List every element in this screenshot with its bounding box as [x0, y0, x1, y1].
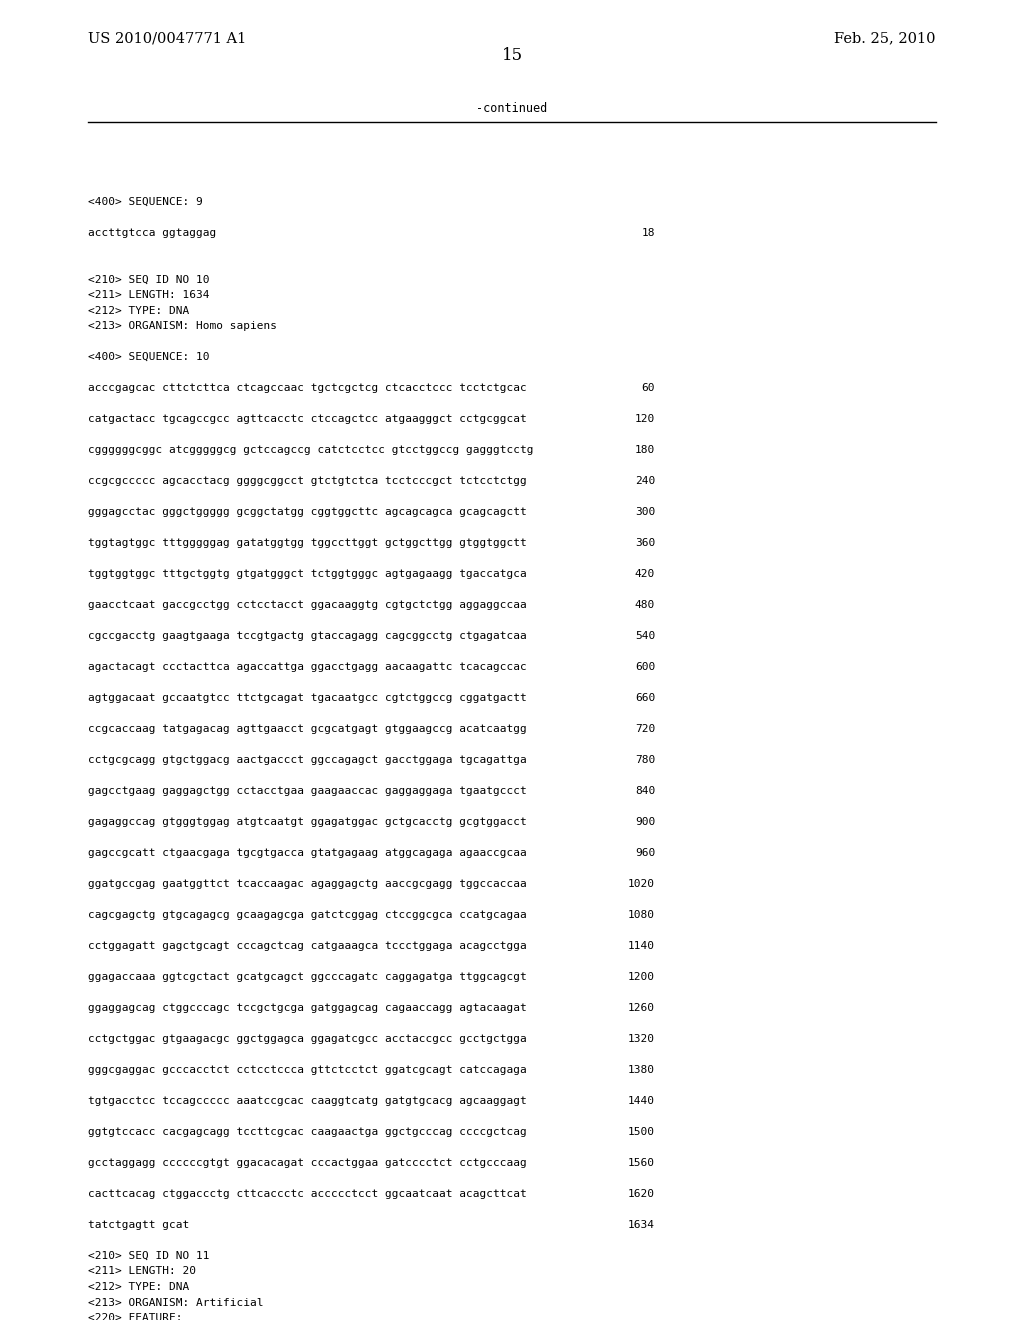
Text: <400> SEQUENCE: 9: <400> SEQUENCE: 9 [88, 197, 203, 207]
Text: 120: 120 [635, 414, 655, 424]
Text: <400> SEQUENCE: 10: <400> SEQUENCE: 10 [88, 352, 210, 362]
Text: 1440: 1440 [628, 1096, 655, 1106]
Text: 420: 420 [635, 569, 655, 579]
Text: 18: 18 [641, 228, 655, 238]
Text: ggtgtccacc cacgagcagg tccttcgcac caagaactga ggctgcccag ccccgctcag: ggtgtccacc cacgagcagg tccttcgcac caagaac… [88, 1127, 526, 1137]
Text: 840: 840 [635, 785, 655, 796]
Text: <213> ORGANISM: Artificial: <213> ORGANISM: Artificial [88, 1298, 263, 1308]
Text: tatctgagtt gcat: tatctgagtt gcat [88, 1220, 189, 1230]
Text: tgtgacctcc tccagccccc aaatccgcac caaggtcatg gatgtgcacg agcaaggagt: tgtgacctcc tccagccccc aaatccgcac caaggtc… [88, 1096, 526, 1106]
Text: 1380: 1380 [628, 1065, 655, 1074]
Text: cggggggcggc atcgggggcg gctccagccg catctcctcc gtcctggccg gagggtcctg: cggggggcggc atcgggggcg gctccagccg catctc… [88, 445, 534, 455]
Text: <220> FEATURE:: <220> FEATURE: [88, 1313, 182, 1320]
Text: tggtggtggc tttgctggtg gtgatgggct tctggtgggc agtgagaagg tgaccatgca: tggtggtggc tttgctggtg gtgatgggct tctggtg… [88, 569, 526, 579]
Text: 1080: 1080 [628, 909, 655, 920]
Text: gggagcctac gggctggggg gcggctatgg cggtggcttc agcagcagca gcagcagctt: gggagcctac gggctggggg gcggctatgg cggtggc… [88, 507, 526, 517]
Text: cgccgacctg gaagtgaaga tccgtgactg gtaccagagg cagcggcctg ctgagatcaa: cgccgacctg gaagtgaaga tccgtgactg gtaccag… [88, 631, 526, 642]
Text: ggagaccaaa ggtcgctact gcatgcagct ggcccagatc caggagatga ttggcagcgt: ggagaccaaa ggtcgctact gcatgcagct ggcccag… [88, 972, 526, 982]
Text: 240: 240 [635, 477, 655, 486]
Text: <210> SEQ ID NO 11: <210> SEQ ID NO 11 [88, 1251, 210, 1261]
Text: 180: 180 [635, 445, 655, 455]
Text: ccgcgccccc agcacctacg ggggcggcct gtctgtctca tcctcccgct tctcctctgg: ccgcgccccc agcacctacg ggggcggcct gtctgtc… [88, 477, 526, 486]
Text: 1020: 1020 [628, 879, 655, 888]
Text: ccgcaccaag tatgagacag agttgaacct gcgcatgagt gtggaagccg acatcaatgg: ccgcaccaag tatgagacag agttgaacct gcgcatg… [88, 723, 526, 734]
Text: tggtagtggc tttgggggag gatatggtgg tggccttggt gctggcttgg gtggtggctt: tggtagtggc tttgggggag gatatggtgg tggcctt… [88, 539, 526, 548]
Text: 1260: 1260 [628, 1003, 655, 1012]
Text: 780: 780 [635, 755, 655, 766]
Text: <213> ORGANISM: Homo sapiens: <213> ORGANISM: Homo sapiens [88, 321, 278, 331]
Text: accttgtcca ggtaggag: accttgtcca ggtaggag [88, 228, 216, 238]
Text: <210> SEQ ID NO 10: <210> SEQ ID NO 10 [88, 275, 210, 285]
Text: gagccgcatt ctgaacgaga tgcgtgacca gtatgagaag atggcagaga agaaccgcaa: gagccgcatt ctgaacgaga tgcgtgacca gtatgag… [88, 847, 526, 858]
Text: <211> LENGTH: 20: <211> LENGTH: 20 [88, 1266, 196, 1276]
Text: <212> TYPE: DNA: <212> TYPE: DNA [88, 1282, 189, 1292]
Text: 300: 300 [635, 507, 655, 517]
Text: 1500: 1500 [628, 1127, 655, 1137]
Text: agtggacaat gccaatgtcc ttctgcagat tgacaatgcc cgtctggccg cggatgactt: agtggacaat gccaatgtcc ttctgcagat tgacaat… [88, 693, 526, 704]
Text: Feb. 25, 2010: Feb. 25, 2010 [835, 30, 936, 45]
Text: 900: 900 [635, 817, 655, 828]
Text: 540: 540 [635, 631, 655, 642]
Text: 1634: 1634 [628, 1220, 655, 1230]
Text: catgactacc tgcagccgcc agttcacctc ctccagctcc atgaagggct cctgcggcat: catgactacc tgcagccgcc agttcacctc ctccagc… [88, 414, 526, 424]
Text: ggatgccgag gaatggttct tcaccaagac agaggagctg aaccgcgagg tggccaccaa: ggatgccgag gaatggttct tcaccaagac agaggag… [88, 879, 526, 888]
Text: 720: 720 [635, 723, 655, 734]
Text: 360: 360 [635, 539, 655, 548]
Text: 1320: 1320 [628, 1034, 655, 1044]
Text: gagcctgaag gaggagctgg cctacctgaa gaagaaccac gaggaggaga tgaatgccct: gagcctgaag gaggagctgg cctacctgaa gaagaac… [88, 785, 526, 796]
Text: agactacagt ccctacttca agaccattga ggacctgagg aacaagattc tcacagccac: agactacagt ccctacttca agaccattga ggacctg… [88, 663, 526, 672]
Text: 1200: 1200 [628, 972, 655, 982]
Text: 480: 480 [635, 601, 655, 610]
Text: cctgctggac gtgaagacgc ggctggagca ggagatcgcc acctaccgcc gcctgctgga: cctgctggac gtgaagacgc ggctggagca ggagatc… [88, 1034, 526, 1044]
Text: 600: 600 [635, 663, 655, 672]
Text: gggcgaggac gcccacctct cctcctccca gttctcctct ggatcgcagt catccagaga: gggcgaggac gcccacctct cctcctccca gttctcc… [88, 1065, 526, 1074]
Text: 60: 60 [641, 383, 655, 393]
Text: -continued: -continued [476, 102, 548, 115]
Text: cctgcgcagg gtgctggacg aactgaccct ggccagagct gacctggaga tgcagattga: cctgcgcagg gtgctggacg aactgaccct ggccaga… [88, 755, 526, 766]
Text: gaacctcaat gaccgcctgg cctcctacct ggacaaggtg cgtgctctgg aggaggccaa: gaacctcaat gaccgcctgg cctcctacct ggacaag… [88, 601, 526, 610]
Text: acccgagcac cttctcttca ctcagccaac tgctcgctcg ctcacctccc tcctctgcac: acccgagcac cttctcttca ctcagccaac tgctcgc… [88, 383, 526, 393]
Text: <211> LENGTH: 1634: <211> LENGTH: 1634 [88, 290, 210, 300]
Text: US 2010/0047771 A1: US 2010/0047771 A1 [88, 30, 246, 45]
Text: cagcgagctg gtgcagagcg gcaagagcga gatctcggag ctccggcgca ccatgcagaa: cagcgagctg gtgcagagcg gcaagagcga gatctcg… [88, 909, 526, 920]
Text: 660: 660 [635, 693, 655, 704]
Text: 1620: 1620 [628, 1189, 655, 1199]
Text: gcctaggagg ccccccgtgt ggacacagat cccactggaa gatcccctct cctgcccaag: gcctaggagg ccccccgtgt ggacacagat cccactg… [88, 1158, 526, 1168]
Text: gagaggccag gtgggtggag atgtcaatgt ggagatggac gctgcacctg gcgtggacct: gagaggccag gtgggtggag atgtcaatgt ggagatg… [88, 817, 526, 828]
Text: 1140: 1140 [628, 941, 655, 950]
Text: cacttcacag ctggaccctg cttcaccctc accccctcct ggcaatcaat acagcttcat: cacttcacag ctggaccctg cttcaccctc accccct… [88, 1189, 526, 1199]
Text: <212> TYPE: DNA: <212> TYPE: DNA [88, 305, 189, 315]
Text: 15: 15 [502, 48, 522, 63]
Text: ggaggagcag ctggcccagc tccgctgcga gatggagcag cagaaccagg agtacaagat: ggaggagcag ctggcccagc tccgctgcga gatggag… [88, 1003, 526, 1012]
Text: 960: 960 [635, 847, 655, 858]
Text: 1560: 1560 [628, 1158, 655, 1168]
Text: cctggagatt gagctgcagt cccagctcag catgaaagca tccctggaga acagcctgga: cctggagatt gagctgcagt cccagctcag catgaaa… [88, 941, 526, 950]
